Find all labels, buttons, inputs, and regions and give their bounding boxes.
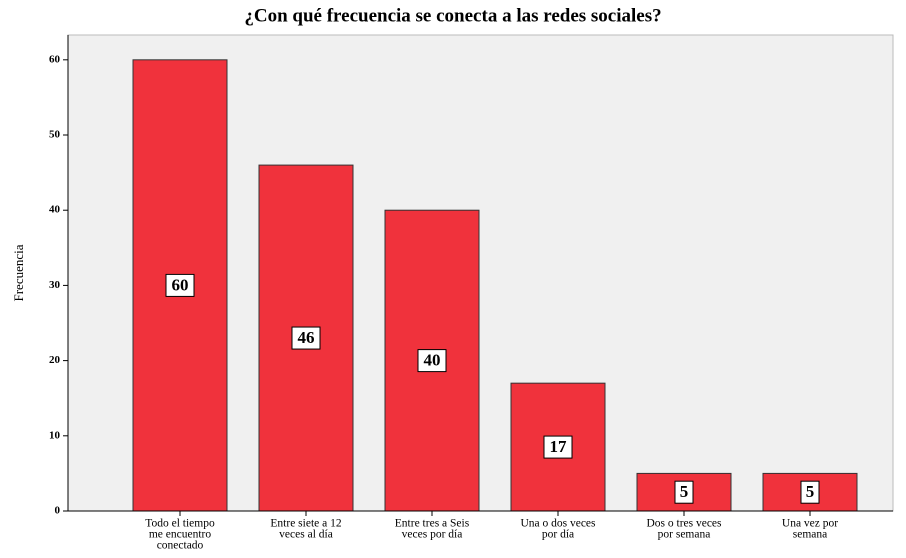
x-tick-label: Una vez por (782, 518, 838, 530)
x-tick-label: veces al día (279, 529, 333, 541)
x-tick-label: Entre tres a Seis (395, 518, 470, 530)
value-label: 60 (172, 275, 189, 294)
value-label: 40 (424, 351, 441, 370)
y-tick-label: 20 (49, 354, 61, 366)
value-label-box (291, 326, 321, 350)
x-tick-label: conectado (157, 540, 204, 552)
value-label-box (674, 480, 694, 504)
x-tick-label: semana (793, 529, 827, 541)
chart-title: ¿Con qué frecuencia se conecta a las red… (244, 5, 661, 26)
x-tick-label: por semana (658, 529, 711, 541)
value-label-box (543, 435, 573, 459)
y-tick-label: 60 (49, 53, 61, 65)
x-tick-label: veces por día (402, 529, 463, 541)
value-label-box (417, 349, 447, 373)
y-axis-label: Frecuencia (11, 244, 26, 301)
x-tick-label: Todo el tiempo (145, 518, 215, 530)
value-label: 17 (550, 437, 568, 456)
x-tick-label: Una o dos veces (520, 518, 596, 530)
y-tick-label: 30 (49, 279, 61, 291)
x-tick-label: Dos o tres veces (646, 518, 722, 530)
x-tick-label: me encuentro (149, 529, 212, 541)
value-label: 5 (680, 482, 689, 501)
value-label: 46 (298, 328, 315, 347)
value-label-box (800, 480, 820, 504)
y-tick-label: 40 (49, 204, 61, 216)
value-label-box (165, 273, 195, 297)
y-tick-label: 0 (55, 505, 61, 517)
value-label: 5 (806, 482, 815, 501)
y-tick-label: 10 (49, 429, 61, 441)
x-tick-label: por día (542, 529, 574, 541)
x-tick-label: Entre siete a 12 (270, 518, 341, 530)
y-tick-label: 50 (49, 129, 61, 141)
